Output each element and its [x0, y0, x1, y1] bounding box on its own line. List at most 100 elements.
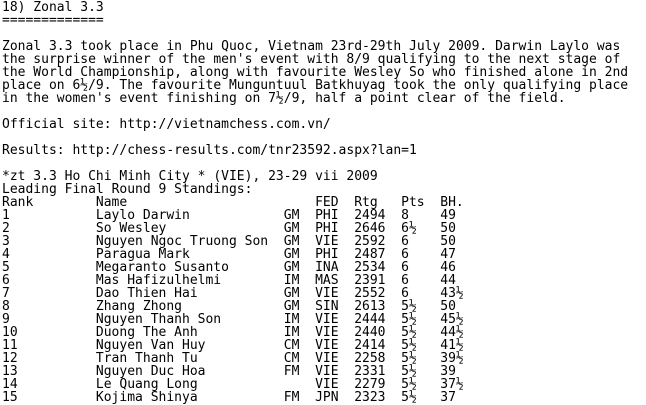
table-cell: 2258 — [354, 351, 386, 366]
table-row: 15 Kojima Shinya FM JPN 2323 5½ 37 — [2, 391, 642, 404]
table-cell: VIE — [315, 377, 339, 392]
table-cell: 11 — [2, 338, 18, 353]
table-cell: Zhang Zhong — [95, 299, 182, 314]
table-cell: FM — [283, 364, 300, 379]
table-cell: 5½ — [401, 325, 417, 340]
table-cell: 13 — [2, 364, 18, 379]
table-row: 10 Duong The Anh IM VIE 2440 5½ 44½ — [2, 326, 642, 339]
table-cell: 2279 — [354, 377, 386, 392]
table-cell: 9 — [2, 312, 10, 327]
table-cell: VIE — [315, 338, 339, 353]
event-info: *zt 3.3 Ho Chi Minh City * (VIE), 23-29 … — [2, 169, 378, 184]
underline: ============= — [2, 13, 104, 28]
table-cell: 37 — [440, 390, 456, 405]
table-cell: Nguyen Van Huy — [95, 338, 206, 353]
table-cell: CM — [283, 338, 300, 353]
table-cell: 2613 — [354, 299, 386, 314]
table-cell: Nguyen Thanh Son — [95, 312, 222, 327]
column-header: Pts — [401, 195, 425, 210]
table-cell: GM — [283, 260, 300, 275]
table-cell: IM — [283, 273, 300, 288]
table-cell: 50 — [440, 299, 456, 314]
table-cell: 43½ — [440, 286, 464, 301]
table-cell: VIE — [315, 325, 339, 340]
table-cell: 6½ — [401, 221, 417, 236]
table-cell: PHI — [315, 208, 339, 223]
table-cell: 2494 — [354, 208, 386, 223]
table-cell: 6 — [2, 273, 10, 288]
table-row: 12 Tran Thanh Tu CM VIE 2258 5½ 39½ — [2, 352, 642, 365]
table-cell: 45½ — [440, 312, 464, 327]
table-cell: 1 — [2, 208, 10, 223]
table-cell: Mas Hafizulhelmi — [95, 273, 222, 288]
table-cell: Duong The Anh — [95, 325, 198, 340]
column-header: FED — [315, 195, 339, 210]
table-cell: VIE — [315, 286, 339, 301]
table-cell: IM — [283, 325, 300, 340]
table-cell: 44 — [440, 273, 456, 288]
table-cell: 2440 — [354, 325, 386, 340]
table-row: 7 Dao Thien Hai GM VIE 2552 6 43½ — [2, 287, 642, 300]
table-cell: 6 — [401, 286, 409, 301]
table-cell: GM — [283, 234, 300, 249]
table-cell: 41½ — [440, 338, 464, 353]
table-cell: FM — [283, 390, 300, 405]
table-cell: 47 — [440, 247, 456, 262]
table-cell: 5 — [2, 260, 10, 275]
table-row: 13 Nguyen Duc Hoa FM VIE 2331 5½ 39 — [2, 365, 642, 378]
paragraph-line: the World Championship, along with favou… — [2, 65, 629, 80]
table-cell: 6 — [401, 234, 409, 249]
table-cell: Tran Thanh Tu — [95, 351, 198, 366]
table-cell: 49 — [440, 208, 456, 223]
table-cell: GM — [283, 247, 300, 262]
heading: 18) Zonal 3.3 — [2, 0, 104, 15]
table-cell: 2444 — [354, 312, 386, 327]
table-row: 14 Le Quang Long VIE 2279 5½ 37½ — [2, 378, 642, 391]
table-cell: GM — [283, 221, 300, 236]
table-cell: INA — [315, 260, 339, 275]
table-cell: 2592 — [354, 234, 386, 249]
table-cell: Laylo Darwin — [95, 208, 190, 223]
table-header: Rank Name FED Rtg Pts BH. — [2, 196, 642, 209]
table-cell: 3 — [2, 234, 10, 249]
table-cell: 44½ — [440, 325, 464, 340]
table-cell: GM — [283, 299, 300, 314]
table-cell: 12 — [2, 351, 18, 366]
table-cell: 10 — [2, 325, 18, 340]
table-cell: 2534 — [354, 260, 386, 275]
table-cell: 5½ — [401, 377, 417, 392]
table-cell: 39 — [440, 364, 456, 379]
table-cell: VIE — [315, 351, 339, 366]
table-cell: 39½ — [440, 351, 464, 366]
table-cell: CM — [283, 351, 300, 366]
table-row: 4 Paragua Mark GM PHI 2487 6 47 — [2, 248, 642, 261]
table-cell: 7 — [2, 286, 10, 301]
table-cell: 5½ — [401, 312, 417, 327]
table-cell: Kojima Shinya — [95, 390, 198, 405]
table-cell: Nguyen Duc Hoa — [95, 364, 206, 379]
column-header: Rtg — [354, 195, 378, 210]
table-row: 5 Megaranto Susanto GM INA 2534 6 46 — [2, 261, 642, 274]
paragraph-line: Zonal 3.3 took place in Phu Quoc, Vietna… — [2, 39, 621, 54]
standings-title: Leading Final Round 9 Standings: — [2, 182, 253, 197]
table-row: 9 Nguyen Thanh Son IM VIE 2444 5½ 45½ — [2, 313, 642, 326]
table-cell: VIE — [315, 312, 339, 327]
table-cell: 5½ — [401, 364, 417, 379]
official-site: Official site: http://vietnamchess.com.v… — [2, 117, 331, 132]
table-row: 8 Zhang Zhong GM SIN 2613 5½ 50 — [2, 300, 642, 313]
table-cell: 37½ — [440, 377, 464, 392]
table-cell: 50 — [440, 234, 456, 249]
column-header: Name — [95, 195, 128, 210]
table-cell: SIN — [315, 299, 339, 314]
table-cell: 2391 — [354, 273, 386, 288]
table-cell: 5½ — [401, 351, 417, 366]
table-cell: PHI — [315, 247, 339, 262]
paragraph-line: place on 6½/9. The favourite Munguntuul … — [2, 78, 629, 93]
table-row: 6 Mas Hafizulhelmi IM MAS 2391 6 44 — [2, 274, 642, 287]
table-cell: So Wesley — [95, 221, 167, 236]
column-header: BH. — [440, 195, 464, 210]
table-cell: Paragua Mark — [95, 247, 190, 262]
table-cell: 14 — [2, 377, 18, 392]
table-cell: 5½ — [401, 338, 417, 353]
table-cell: 5½ — [401, 299, 417, 314]
